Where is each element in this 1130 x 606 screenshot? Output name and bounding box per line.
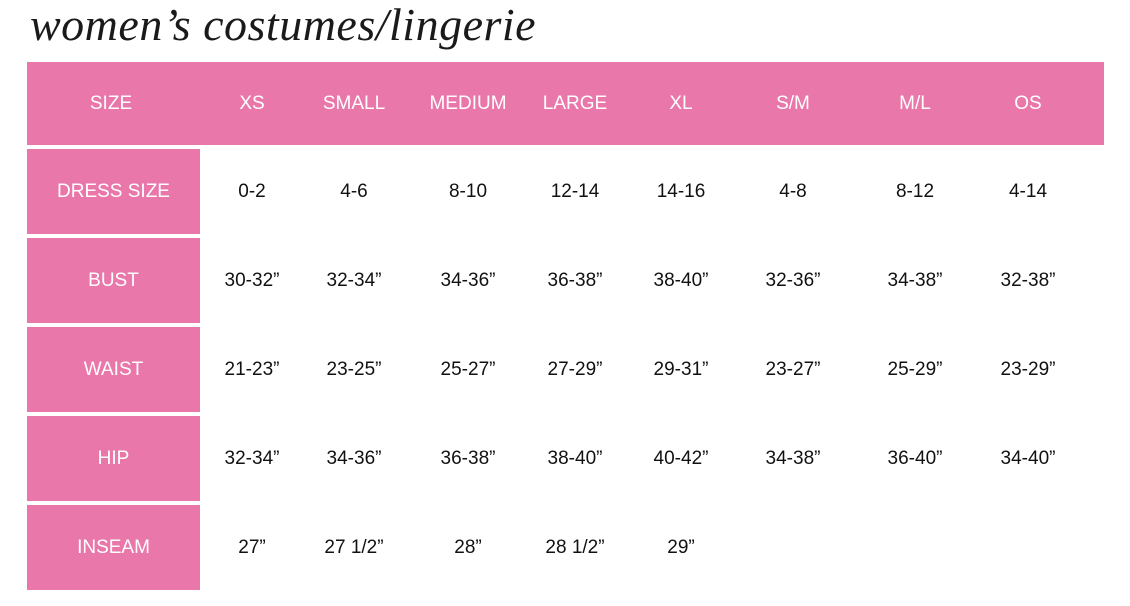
header-cell: XL — [669, 93, 693, 114]
row-label: HIP — [27, 416, 200, 501]
table-cell: 28 1/2” — [545, 537, 605, 558]
table-cell: 27 1/2” — [324, 537, 384, 558]
header-cell: SMALL — [322, 93, 386, 114]
table-cell: 38-40” — [653, 270, 709, 291]
table-cell: 23-29” — [1000, 359, 1056, 380]
table-cell: 40-42” — [653, 448, 709, 469]
table-cell: 36-40” — [887, 448, 943, 469]
table-cell: 32-38” — [1000, 270, 1056, 291]
table-cell: 34-36” — [440, 270, 496, 291]
table-cell: 14-16 — [656, 181, 706, 202]
header-cell: S/M — [776, 93, 810, 114]
table-cell: 8-10 — [448, 181, 488, 202]
page-title: women’s costumes/lingerie — [30, 0, 537, 50]
table-cell: 4-8 — [779, 181, 807, 202]
table-cell: 29” — [667, 537, 695, 558]
table-cell: 36-38” — [547, 270, 603, 291]
row-label: BUST — [27, 238, 200, 323]
table-cell: 34-40” — [1000, 448, 1056, 469]
table-cell: 36-38” — [440, 448, 496, 469]
table-cell: 27” — [238, 537, 266, 558]
size-header-row: SIZE XS SMALL MEDIUM LARGE XL S/M M/L OS — [27, 62, 1104, 145]
header-cell: M/L — [899, 93, 931, 114]
row-label: WAIST — [27, 327, 200, 412]
table-cell: 4-14 — [1008, 181, 1048, 202]
table-cell: 32-34” — [224, 448, 280, 469]
table-cell: 23-25” — [326, 359, 382, 380]
table-cell: 25-29” — [887, 359, 943, 380]
row-label: DRESS SIZE — [27, 149, 200, 234]
table-cell: 38-40” — [547, 448, 603, 469]
table-cell: 27-29” — [547, 359, 603, 380]
table-cell: 21-23” — [224, 359, 280, 380]
table-cell: 32-34” — [326, 270, 382, 291]
table-cell: 23-27” — [765, 359, 821, 380]
table-cell: 34-38” — [765, 448, 821, 469]
header-cell: MEDIUM — [429, 93, 507, 114]
header-cell: OS — [1014, 93, 1042, 114]
header-cell: XS — [239, 93, 265, 114]
table-cell: 34-38” — [887, 270, 943, 291]
row-label: INSEAM — [27, 505, 200, 590]
table-cell: 25-27” — [440, 359, 496, 380]
table-cell: 4-6 — [340, 181, 368, 202]
table-cell: 34-36” — [326, 448, 382, 469]
header-cell: LARGE — [542, 93, 608, 114]
table-cell: 12-14 — [550, 181, 600, 202]
table-cell: 30-32” — [224, 270, 280, 291]
table-cell: 32-36” — [765, 270, 821, 291]
table-cell: 0-2 — [238, 181, 266, 202]
table-cell: 29-31” — [653, 359, 709, 380]
header-cell: SIZE — [89, 93, 133, 114]
table-cell: 8-12 — [895, 181, 935, 202]
table-cell: 28” — [454, 537, 482, 558]
